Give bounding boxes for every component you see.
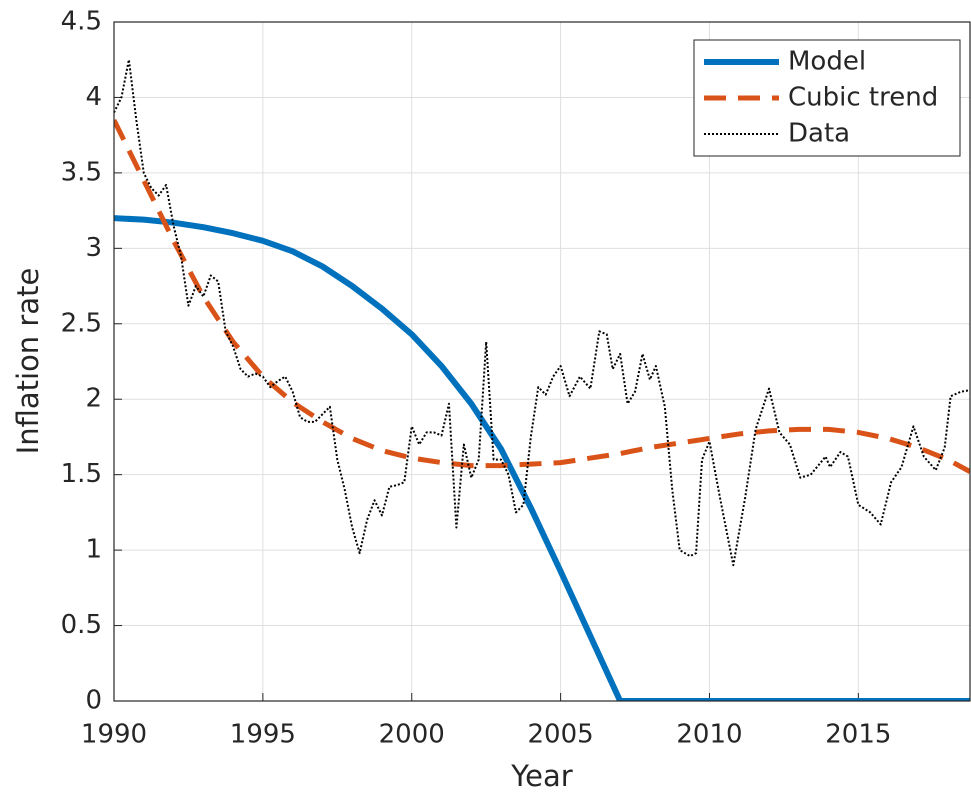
x-tick-label: 2010	[676, 720, 742, 750]
series-group	[114, 58, 970, 701]
y-tick-label: 3	[85, 233, 102, 263]
x-tick-label: 1990	[81, 720, 147, 750]
y-tick-label: 0.5	[61, 610, 102, 640]
y-tick-label: 1.5	[61, 459, 102, 489]
x-tick-label: 1995	[230, 720, 296, 750]
x-tick-label: 2005	[528, 720, 594, 750]
y-tick-label: 0	[85, 686, 102, 716]
y-tick-label: 2	[85, 384, 102, 414]
y-tick-label: 1	[85, 535, 102, 565]
axes-box	[113, 21, 971, 702]
y-axis-label: Inflation rate	[11, 268, 45, 455]
data-line	[114, 58, 970, 567]
y-tick-label: 3.5	[61, 157, 102, 187]
legend-label: Data	[788, 119, 850, 149]
x-tick-label: 2015	[825, 720, 891, 750]
y-tick-label: 4.5	[61, 7, 102, 37]
legend-label: Model	[788, 47, 866, 77]
data-line	[114, 215, 970, 701]
y-tick-label: 4	[85, 82, 102, 112]
legend-label: Cubic trend	[788, 83, 938, 113]
x-axis-label: Year	[510, 759, 572, 793]
data-line	[114, 118, 970, 474]
y-tick-label: 2.5	[61, 308, 102, 338]
x-tick-label: 2000	[379, 720, 445, 750]
